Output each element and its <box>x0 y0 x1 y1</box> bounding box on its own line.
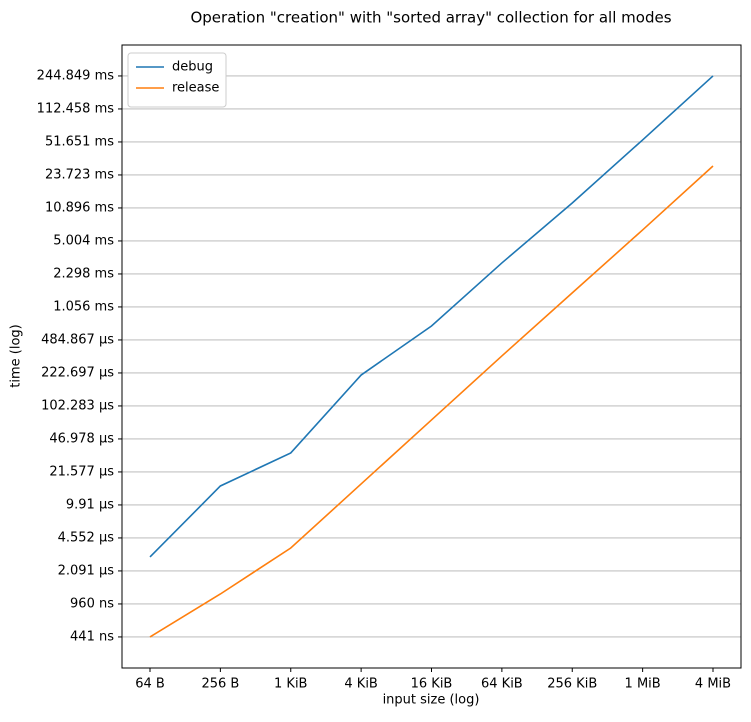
x-tick-label: 1 MiB <box>625 677 661 692</box>
y-tick-label: 10.896 ms <box>45 200 114 215</box>
y-tick-label: 102.283 µs <box>41 398 114 413</box>
y-tick-label: 46.978 µs <box>49 431 114 446</box>
x-tick-label: 16 KiB <box>411 677 453 692</box>
y-tick-label: 9.91 µs <box>66 497 114 512</box>
x-axis-label: input size (log) <box>383 693 480 708</box>
y-tick-label: 21.577 µs <box>49 464 114 479</box>
y-tick-label: 222.697 µs <box>41 365 114 380</box>
y-tick-label: 960 ns <box>70 596 114 611</box>
y-tick-label: 4.552 µs <box>58 530 115 545</box>
x-tick-label: 4 MiB <box>695 677 731 692</box>
x-tick-label: 1 KiB <box>274 677 307 692</box>
y-tick-label: 484.867 µs <box>41 332 114 347</box>
y-tick-label: 244.849 ms <box>37 68 115 83</box>
plot-frame <box>121 44 742 669</box>
y-tick-label: 2.091 µs <box>58 563 115 578</box>
y-tick-label: 23.723 ms <box>45 167 114 182</box>
series-line <box>149 165 714 638</box>
y-tick-label: 112.458 ms <box>37 101 115 116</box>
y-tick-label: 51.651 ms <box>45 134 114 149</box>
y-tick-label: 5.004 ms <box>53 233 114 248</box>
series-line <box>149 75 714 558</box>
chart-title: Operation "creation" with "sorted array"… <box>190 9 671 27</box>
legend-label: debug <box>172 60 213 75</box>
x-tick-label: 64 B <box>135 677 165 692</box>
x-tick-label: 64 KiB <box>481 677 523 692</box>
y-tick-label: 2.298 ms <box>53 266 114 281</box>
y-axis-label: time (log) <box>9 324 24 387</box>
legend-label: release <box>172 81 219 96</box>
x-tick-label: 256 KiB <box>547 677 597 692</box>
x-tick-label: 4 KiB <box>344 677 377 692</box>
x-tick-label: 256 B <box>201 677 239 692</box>
y-tick-label: 1.056 ms <box>53 299 114 314</box>
y-tick-label: 441 ns <box>70 629 114 644</box>
